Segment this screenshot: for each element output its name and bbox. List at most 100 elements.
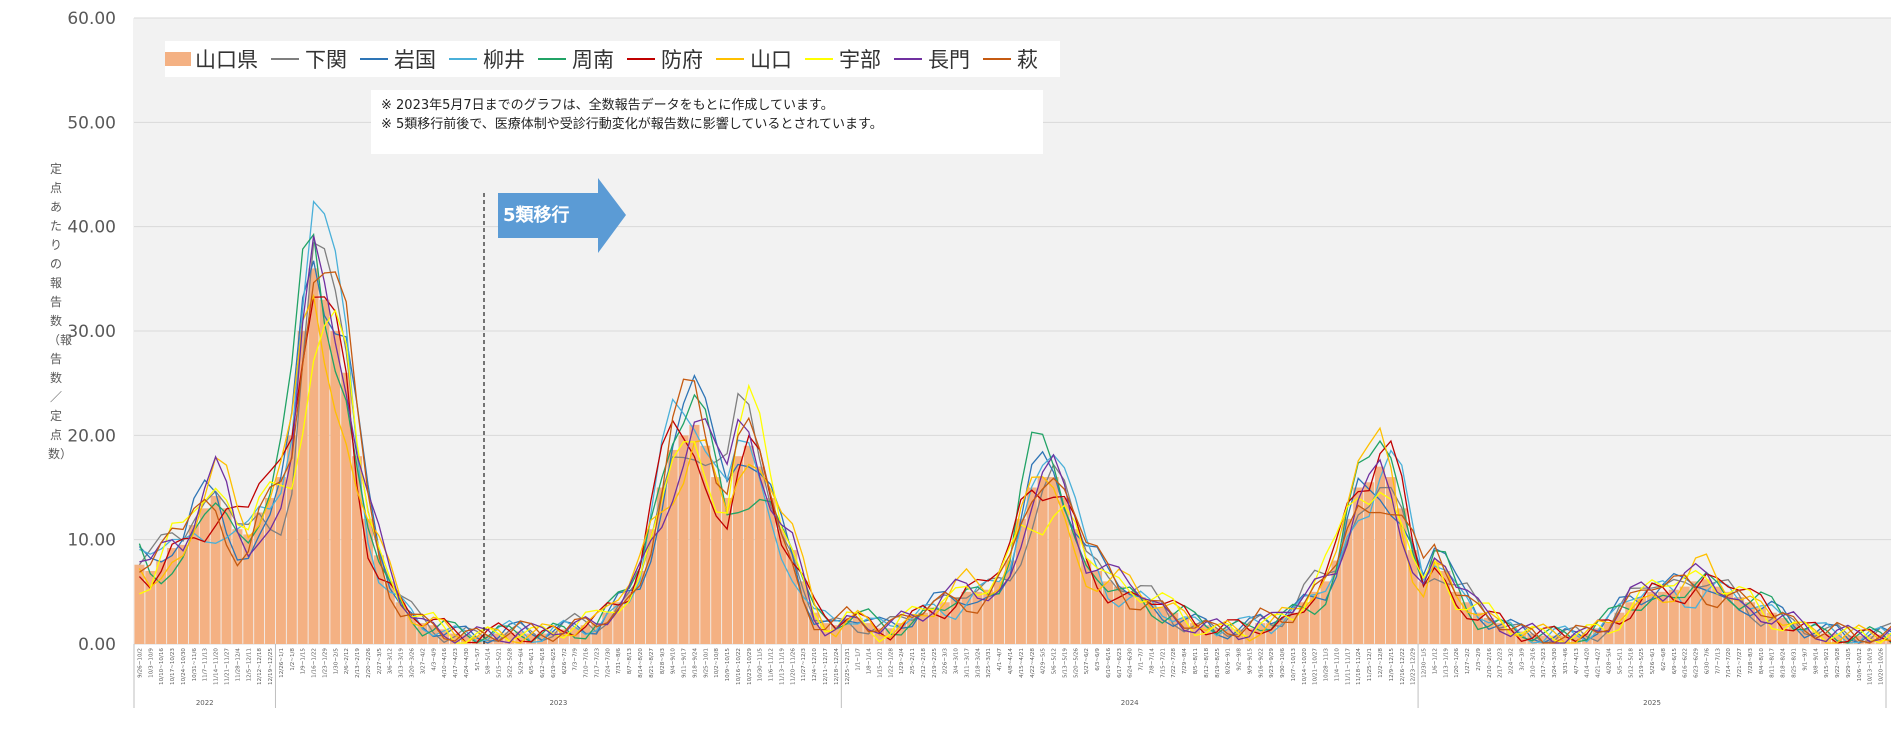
x-tick-label: 1/27~2/2 bbox=[1465, 648, 1471, 674]
transition-arrow bbox=[498, 178, 626, 253]
legend-swatch-line bbox=[449, 58, 477, 60]
bar bbox=[798, 581, 809, 644]
x-tick-label: 5/15~5/21 bbox=[497, 648, 503, 678]
x-tick-label: 7/14~7/20 bbox=[1726, 648, 1732, 678]
x-tick-label: 6/5~6/11 bbox=[529, 648, 535, 675]
bar bbox=[1407, 550, 1418, 644]
note-box: ※ 2023年5月7日までのグラフは、全数報告データをもとに作成しています。 ※… bbox=[371, 90, 1043, 154]
year-label: 2025 bbox=[1643, 699, 1661, 707]
x-tick-label: 1/16~1/22 bbox=[312, 648, 318, 678]
x-tick-label: 10/14~10/20 bbox=[1302, 648, 1308, 685]
bar bbox=[134, 564, 145, 644]
legend-label: 周南 bbox=[572, 48, 614, 72]
x-tick-label: 10/6~10/12 bbox=[1857, 648, 1863, 681]
x-tick-label: 11/18~11/24 bbox=[1356, 648, 1362, 685]
bar bbox=[547, 631, 558, 644]
bar bbox=[972, 591, 983, 644]
x-tick-label: 3/13~3/19 bbox=[399, 648, 405, 678]
x-tick-label: 10/23~10/29 bbox=[747, 648, 753, 685]
x-tick-label: 4/1~4/7 bbox=[997, 648, 1003, 671]
x-tick-label: 3/10~3/16 bbox=[1530, 648, 1536, 678]
x-tick-label: 12/11~12/17 bbox=[823, 648, 829, 685]
x-tick-label: 5/20~5/26 bbox=[1073, 648, 1079, 678]
x-tick-label: 7/22~7/28 bbox=[1171, 648, 1177, 678]
x-tick-label: 9/2~9/8 bbox=[1237, 648, 1243, 671]
x-tick-label: 7/15~7/21 bbox=[1160, 648, 1166, 678]
series-line bbox=[139, 308, 1891, 644]
x-tick-label: 5/12~5/18 bbox=[1628, 648, 1634, 678]
bar bbox=[678, 435, 689, 644]
bar bbox=[406, 614, 417, 644]
bar bbox=[1429, 560, 1440, 644]
bar bbox=[743, 445, 754, 644]
bar bbox=[221, 508, 232, 644]
bar bbox=[1494, 623, 1505, 644]
bar bbox=[994, 581, 1005, 644]
legend-item-nagato: 長門 bbox=[894, 44, 970, 74]
x-tick-label: 7/17~7/23 bbox=[594, 648, 600, 678]
x-tick-label: 6/3~6/9 bbox=[1095, 648, 1101, 671]
bar bbox=[1331, 560, 1342, 644]
bar bbox=[1418, 581, 1429, 644]
x-tick-label: 5/27~6/2 bbox=[1084, 648, 1090, 674]
x-tick-label: 9/11~9/17 bbox=[682, 648, 688, 678]
bar bbox=[1559, 635, 1570, 644]
bar bbox=[1679, 586, 1690, 644]
x-tick-label: 4/21~4/27 bbox=[1596, 648, 1602, 678]
legend-swatch-line bbox=[805, 58, 833, 60]
bar bbox=[613, 602, 624, 644]
x-tick-label: 3/31~4/6 bbox=[1563, 648, 1569, 675]
x-tick-label: 4/3~4/9 bbox=[431, 648, 437, 671]
bar bbox=[732, 456, 743, 644]
x-tick-label: 3/17~3/23 bbox=[1541, 648, 1547, 678]
x-tick-label: 9/22~9/28 bbox=[1835, 648, 1841, 678]
x-tick-label: 7/28~8/3 bbox=[1748, 648, 1754, 675]
bar bbox=[852, 617, 863, 644]
x-tick-label: 5/19~5/25 bbox=[1639, 648, 1645, 678]
x-tick-label: 8/18~8/24 bbox=[1781, 648, 1787, 678]
legend-swatch-line bbox=[983, 58, 1011, 60]
bar bbox=[1168, 612, 1179, 644]
x-tick-label: 12/23~12/29 bbox=[1411, 648, 1417, 685]
prefecture-bars bbox=[134, 268, 1891, 644]
x-tick-label: 1/9~1/15 bbox=[301, 648, 307, 675]
bar bbox=[265, 497, 276, 644]
x-tick-label: 1/23~1/29 bbox=[322, 648, 328, 678]
x-tick-label: 11/14~11/20 bbox=[214, 648, 220, 685]
legend-label: 下関 bbox=[305, 48, 347, 72]
bar bbox=[1037, 477, 1048, 644]
x-tick-label: 1/1~1/7 bbox=[856, 648, 862, 671]
series-line bbox=[139, 235, 1891, 644]
bar bbox=[830, 625, 841, 644]
bar bbox=[1657, 591, 1668, 644]
legend-label: 萩 bbox=[1017, 48, 1038, 72]
bar bbox=[1440, 570, 1451, 644]
x-tick-label: 8/21~8/27 bbox=[649, 648, 655, 678]
x-tick-label: 6/16~6/22 bbox=[1683, 648, 1689, 678]
x-axis-ticks: 9/26~10/2 10/3~10/9 10/10~10/16 10/17~10/23… bbox=[137, 648, 1884, 685]
x-tick-label: 8/28~9/3 bbox=[660, 648, 666, 675]
x-tick-label: 12/26~1/1 bbox=[279, 648, 285, 678]
x-tick-label: 11/13~11/19 bbox=[779, 648, 785, 685]
bar bbox=[1723, 591, 1734, 644]
x-tick-label: 11/4~11/10 bbox=[1334, 648, 1340, 682]
x-tick-label: 1/2~1/8 bbox=[290, 648, 296, 671]
x-tick-label: 10/20~10/26 bbox=[1879, 648, 1885, 685]
x-tick-label: 10/30~11/5 bbox=[758, 648, 764, 682]
bar bbox=[950, 597, 961, 644]
x-tick-label: 5/6~5/12 bbox=[1052, 648, 1058, 674]
legend-label: 防府 bbox=[661, 48, 703, 72]
x-tick-label: 9/4~9/10 bbox=[671, 648, 677, 675]
x-tick-label: 8/7~8/13 bbox=[627, 648, 633, 675]
bar bbox=[1832, 633, 1843, 644]
x-tick-label: 11/25~12/1 bbox=[1367, 648, 1373, 682]
y-tick-label: 20.00 bbox=[67, 426, 116, 446]
bar bbox=[1092, 570, 1103, 644]
x-tick-label: 7/21~7/27 bbox=[1737, 648, 1743, 678]
bar bbox=[1048, 477, 1059, 644]
x-tick-label: 8/14~8/20 bbox=[638, 648, 644, 678]
x-tick-label: 8/19~8/25 bbox=[1215, 648, 1221, 678]
x-tick-label: 4/28~5/4 bbox=[1607, 648, 1613, 675]
x-tick-label: 8/25~8/31 bbox=[1792, 648, 1798, 678]
bar bbox=[645, 529, 656, 644]
